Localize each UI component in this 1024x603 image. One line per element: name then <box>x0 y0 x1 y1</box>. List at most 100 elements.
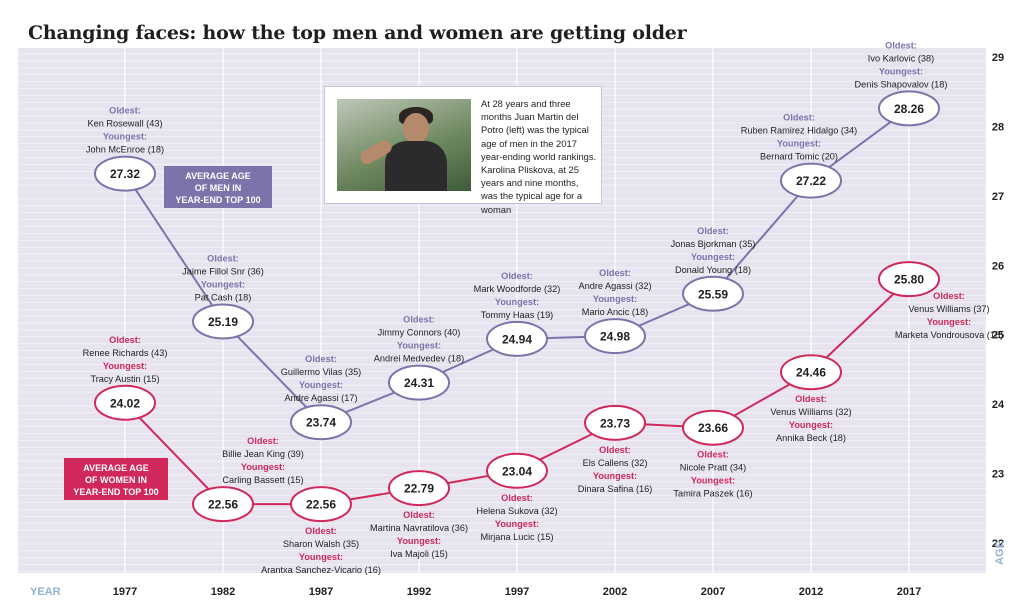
annotation-name: Donald Young (18) <box>675 265 751 275</box>
data-point-women <box>682 409 744 446</box>
annotation-name: Venus Williams (32) <box>770 407 851 417</box>
data-label: 23.04 <box>502 464 532 478</box>
annotation-name: Tracy Austin (15) <box>90 374 159 384</box>
annotation-name: John McEnroe (18) <box>86 145 164 155</box>
annotation-label: Oldest: <box>109 106 141 116</box>
x-tick-label: 2002 <box>603 586 627 598</box>
data-point-men <box>388 364 450 401</box>
annotation-name: Els Callens (32) <box>583 458 648 468</box>
data-point-men <box>486 320 548 357</box>
data-label: 22.56 <box>208 498 238 512</box>
x-tick-label: 1997 <box>505 586 529 598</box>
data-point-women <box>584 404 646 441</box>
annotation-label: Oldest: <box>885 40 917 50</box>
annotation-name: Martina Navratilova (36) <box>370 523 468 533</box>
series-label-box-men <box>164 166 272 208</box>
annotation-name: Marketa Vondrousova (18) <box>895 330 1003 340</box>
x-tick-label: 1982 <box>211 586 235 598</box>
annotation-name: Venus Williams (37) <box>908 304 989 314</box>
series-label-men: YEAR-END TOP 100 <box>175 195 260 205</box>
annotation-label: Oldest: <box>599 445 631 455</box>
series-label-women: OF WOMEN IN <box>85 475 147 485</box>
y-tick-label: 26 <box>992 260 1004 272</box>
annotation-label: Youngest: <box>103 132 147 142</box>
annotation-label: Oldest: <box>207 254 239 264</box>
annotation-name: Mario Ancic (18) <box>582 307 648 317</box>
data-label: 25.19 <box>208 315 238 329</box>
annotation-label: Youngest: <box>241 462 285 472</box>
annotation-label: Youngest: <box>299 380 343 390</box>
data-point-men <box>584 318 646 355</box>
annotation-name: Mark Woodforde (32) <box>474 284 561 294</box>
data-point-women <box>780 354 842 391</box>
annotation-label: Youngest: <box>593 294 637 304</box>
data-label: 24.31 <box>404 376 434 390</box>
annotation-label: Oldest: <box>109 335 141 345</box>
series-label-box-women <box>64 458 168 500</box>
annotation-name: Jonas Bjorkman (35) <box>671 239 756 249</box>
series-label-women: YEAR-END TOP 100 <box>73 487 158 497</box>
y-tick-label: 29 <box>992 52 1004 64</box>
annotation-name: Tamira Paszek (16) <box>673 489 752 499</box>
x-tick-label: 2017 <box>897 586 921 598</box>
annotation-name: Arantxa Sanchez-Vicario (16) <box>261 565 381 575</box>
annotation-label: Youngest: <box>397 341 441 351</box>
series-label-men: AVERAGE AGE <box>185 171 251 181</box>
player-photo <box>337 99 471 191</box>
data-label: 22.56 <box>306 498 336 512</box>
y-tick-label: 22 <box>992 538 1004 550</box>
annotation-label: Youngest: <box>927 317 971 327</box>
annotation-name: Ivo Karlovic (38) <box>868 53 934 63</box>
annotation-label: Oldest: <box>933 291 965 301</box>
annotation-name: Carling Bassett (15) <box>222 475 303 485</box>
annotation-label: Oldest: <box>697 226 729 236</box>
photo-caption-box: At 28 years and three months Juan Martin… <box>324 86 602 215</box>
annotation-name: Pat Cash (18) <box>195 293 252 303</box>
annotation-label: Youngest: <box>103 361 147 371</box>
annotation-label: Youngest: <box>777 139 821 149</box>
x-axis-label: YEAR <box>30 586 61 598</box>
y-tick-label: 25 <box>992 330 1004 342</box>
data-label: 27.32 <box>110 167 140 181</box>
annotation-label: Youngest: <box>879 66 923 76</box>
data-label: 24.94 <box>502 332 532 346</box>
data-label: 22.79 <box>404 482 434 496</box>
data-label: 28.26 <box>894 102 924 116</box>
series-label-women: AVERAGE AGE <box>83 463 149 473</box>
annotation-name: Bernard Tomic (20) <box>760 152 838 162</box>
annotation-label: Oldest: <box>247 436 279 446</box>
annotation-name: Andre Agassi (17) <box>284 393 357 403</box>
photo-caption: At 28 years and three months Juan Martin… <box>481 98 597 215</box>
data-label: 25.80 <box>894 273 924 287</box>
annotation-name: Mirjana Lucic (15) <box>480 532 553 542</box>
annotation-label: Oldest: <box>795 394 827 404</box>
data-label: 27.22 <box>796 174 826 188</box>
data-point-women <box>878 261 940 298</box>
annotation-name: Iva Majoli (15) <box>390 549 448 559</box>
annotation-label: Youngest: <box>397 536 441 546</box>
annotation-label: Oldest: <box>403 510 435 520</box>
y-tick-label: 23 <box>992 469 1004 481</box>
annotation-name: Nicole Pratt (34) <box>680 463 746 473</box>
annotation-name: Annika Beck (18) <box>776 433 846 443</box>
annotation-label: Youngest: <box>691 476 735 486</box>
annotation-label: Youngest: <box>789 420 833 430</box>
annotation-name: Guillermo Vilas (35) <box>281 367 362 377</box>
annotation-label: Youngest: <box>201 280 245 290</box>
data-label: 24.98 <box>600 330 630 344</box>
annotation-name: Sharon Walsh (35) <box>283 539 359 549</box>
data-label: 24.02 <box>110 396 140 410</box>
x-tick-label: 1977 <box>113 586 137 598</box>
data-point-men <box>192 303 254 340</box>
data-point-women <box>94 384 156 421</box>
annotation-label: Oldest: <box>783 113 815 123</box>
data-point-men <box>682 275 744 312</box>
annotation-label: Oldest: <box>501 271 533 281</box>
data-point-men <box>94 155 156 192</box>
data-point-women <box>388 470 450 507</box>
annotation-name: Ruben Ramirez Hidalgo (34) <box>741 126 857 136</box>
y-tick-label: 28 <box>992 121 1004 133</box>
x-tick-label: 2012 <box>799 586 823 598</box>
annotation-name: Tommy Haas (19) <box>481 310 554 320</box>
annotation-name: Jaime Fillol Snr (36) <box>182 267 264 277</box>
